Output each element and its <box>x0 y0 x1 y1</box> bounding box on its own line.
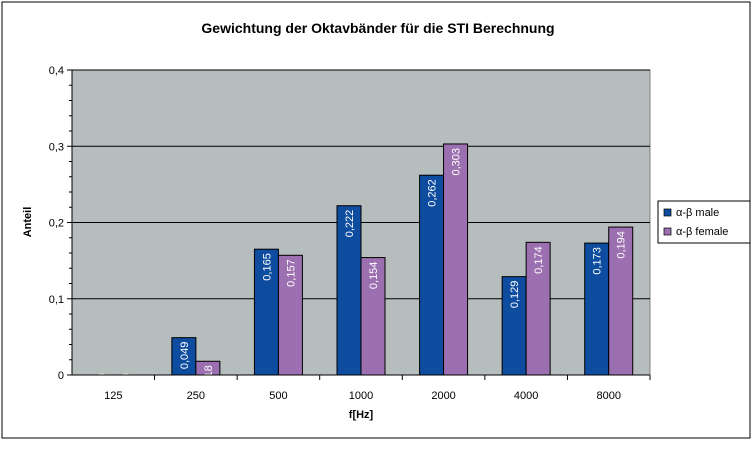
bar-female <box>443 143 469 376</box>
bar-male <box>336 205 362 376</box>
x-tick-label: 8000 <box>596 390 620 402</box>
legend-swatch-male <box>663 208 672 217</box>
bar-female <box>525 241 551 376</box>
x-tick-label: 4000 <box>514 390 538 402</box>
data-label: 0,222 <box>344 210 356 238</box>
x-tick-label: 500 <box>269 390 287 402</box>
bar-female <box>360 257 386 376</box>
y-tick-label: 0,2 <box>49 218 64 230</box>
data-label: 0,165 <box>261 253 273 281</box>
bar-female <box>277 254 303 376</box>
y-axis-label: Anteil <box>22 207 34 238</box>
data-label: 0,154 <box>368 262 380 290</box>
data-label: 0 <box>120 373 132 379</box>
data-label: 0,174 <box>533 246 545 274</box>
legend-swatch-female <box>663 227 672 236</box>
data-label: 0,049 <box>179 342 191 370</box>
data-label: 0,129 <box>509 281 521 309</box>
data-label: 0,194 <box>616 231 628 259</box>
y-tick-label: 0,3 <box>49 141 64 153</box>
data-label: 0,262 <box>427 179 439 207</box>
y-tick-label: 0,1 <box>49 294 64 306</box>
data-label: 0,303 <box>451 148 463 176</box>
x-tick-label: 250 <box>187 390 205 402</box>
data-label: 0 <box>96 373 108 379</box>
legend: α-β male α-β female <box>657 200 751 244</box>
data-label: 0,018 <box>203 365 215 393</box>
data-label: 0,157 <box>285 259 297 287</box>
x-tick-label: 1000 <box>349 390 373 402</box>
chart-title: Gewichtung der Oktavbänder für die STI B… <box>201 20 554 36</box>
bar-female <box>608 226 634 376</box>
legend-label-male: α-β male <box>676 207 719 219</box>
legend-label-female: α-β female <box>676 226 728 238</box>
x-tick-label: 125 <box>104 390 122 402</box>
y-tick-label: 0,4 <box>49 65 64 77</box>
x-axis-label: f[Hz] <box>349 409 374 421</box>
bar-male <box>253 248 279 376</box>
data-label: 0,173 <box>592 247 604 275</box>
bar-male <box>171 337 197 376</box>
bar-male <box>584 242 610 376</box>
x-tick-label: 2000 <box>431 390 455 402</box>
y-tick-label: 0 <box>58 370 64 382</box>
